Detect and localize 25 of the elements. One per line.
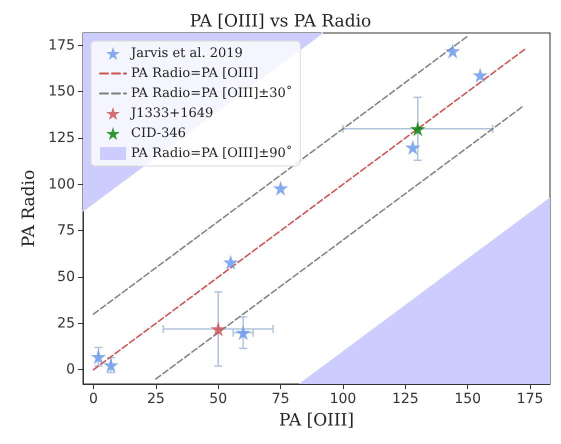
y-tick-label: 150 [48, 84, 75, 100]
y-tick-label: 125 [48, 130, 75, 146]
legend-label: PA Radio=PA [OIII] [131, 66, 258, 81]
x-tick-label: 0 [89, 391, 98, 407]
legend-label: Jarvis et al. 2019 [129, 46, 243, 61]
x-tick-label: 75 [272, 391, 290, 407]
x-tick-label: 100 [330, 391, 356, 407]
x-tick-label: 25 [146, 391, 165, 407]
y-tick-label: 0 [66, 362, 75, 378]
y-tick-label: 100 [48, 176, 75, 192]
y-tick-label: 175 [48, 37, 75, 54]
chart-title: PA [OIII] vs PA Radio [190, 12, 372, 32]
y-tick-label: 75 [57, 222, 75, 239]
x-tick-label: 125 [392, 391, 419, 407]
legend-label: PA Radio=PA [OIII]±30˚ [131, 85, 292, 101]
y-axis-title: PA Radio [18, 170, 39, 248]
x-tick-label: 175 [516, 391, 544, 407]
y-tick-label: 25 [57, 315, 75, 332]
legend-label: CID-346 [131, 126, 186, 141]
x-tick-label: 150 [454, 391, 482, 407]
x-axis-title: PA [OIII] [279, 410, 354, 430]
legend-label: PA Radio=PA [OIII]±90˚ [131, 145, 292, 161]
legend-label: J1333+1649 [129, 106, 214, 121]
x-tick-label: 50 [209, 391, 228, 407]
y-tick-label: 50 [57, 269, 75, 286]
